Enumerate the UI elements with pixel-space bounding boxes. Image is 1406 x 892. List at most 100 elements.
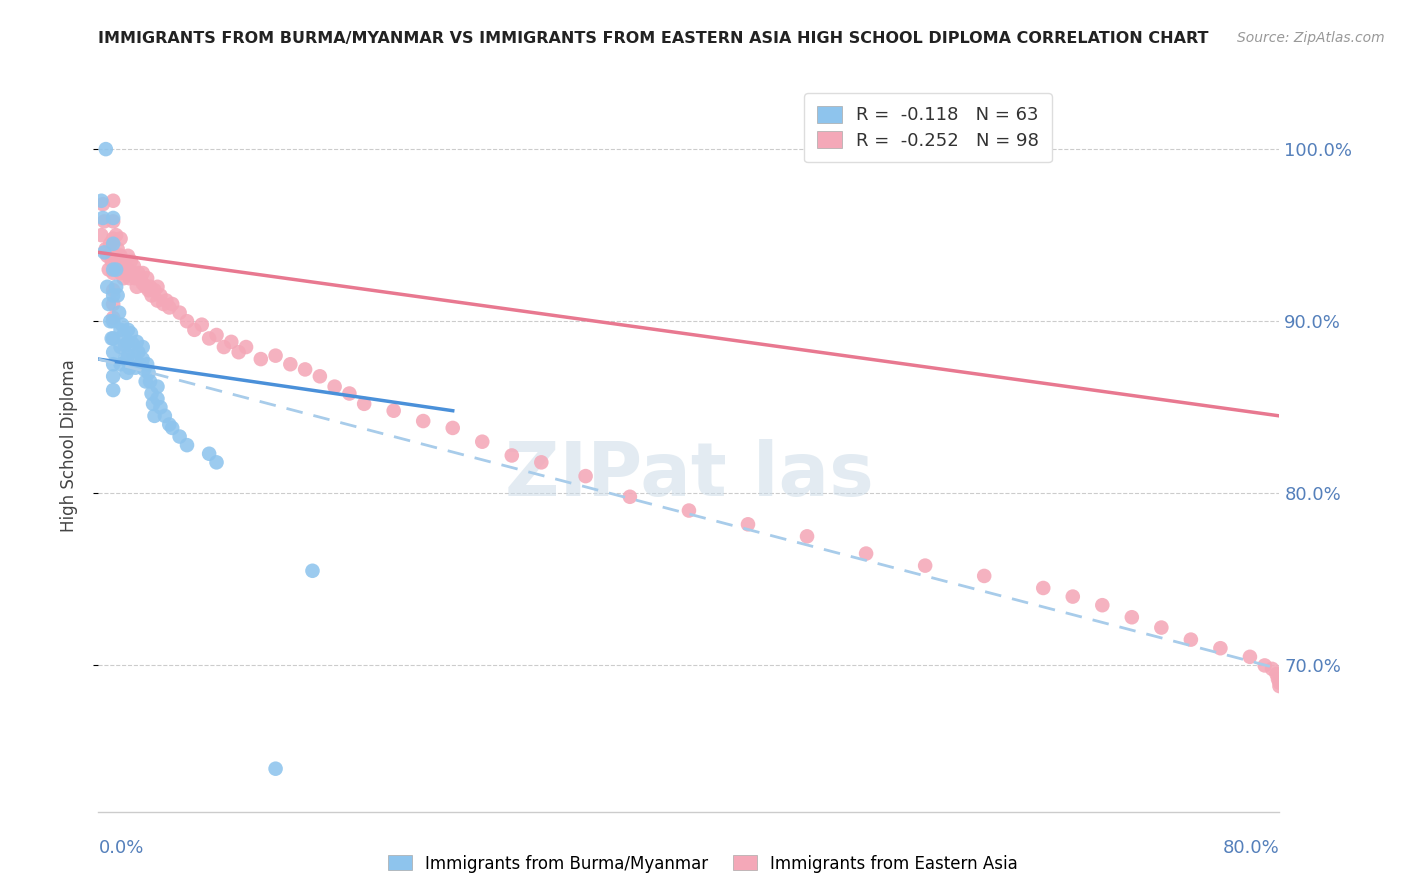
Point (1268, 679, 1291, 693)
Point (221, 334, 243, 349)
Point (501, 449, 523, 463)
Point (103, 288, 125, 302)
Point (93, 214, 115, 228)
Point (132, 266, 155, 280)
Point (157, 417, 180, 432)
Point (103, 232, 125, 246)
Point (169, 429, 191, 443)
Point (205, 455, 228, 469)
Legend: Immigrants from Burma/Myanmar, Immigrants from Eastern Asia: Immigrants from Burma/Myanmar, Immigrant… (382, 848, 1024, 880)
Point (198, 447, 221, 461)
Point (103, 297, 125, 311)
Point (103, 214, 125, 228)
Point (120, 326, 142, 341)
Point (103, 194, 125, 208)
Point (205, 328, 228, 343)
Point (412, 414, 434, 428)
Point (114, 352, 136, 367)
Point (162, 297, 183, 311)
Point (97, 262, 120, 277)
Point (124, 271, 146, 285)
Point (97, 297, 120, 311)
Point (108, 305, 131, 319)
Point (1121, 610, 1143, 624)
Point (183, 323, 205, 337)
Point (143, 283, 166, 297)
Point (90, 194, 112, 208)
Point (127, 345, 149, 359)
Point (124, 360, 146, 375)
Point (103, 211, 125, 225)
Point (141, 288, 163, 302)
Point (973, 569, 995, 583)
Point (114, 338, 136, 352)
Point (90, 228, 112, 243)
Point (135, 280, 157, 294)
Point (138, 283, 160, 297)
Point (108, 249, 131, 263)
Point (103, 345, 125, 359)
Point (280, 357, 302, 371)
Point (138, 366, 160, 380)
Point (103, 262, 125, 277)
Point (128, 357, 150, 371)
Point (176, 314, 198, 328)
Point (103, 314, 125, 328)
Point (125, 334, 148, 349)
Point (132, 277, 155, 291)
Point (96, 249, 118, 263)
Point (125, 280, 148, 294)
Point (143, 409, 166, 423)
Point (678, 503, 700, 517)
Point (114, 259, 136, 273)
Point (737, 517, 759, 532)
Point (152, 297, 174, 311)
Point (914, 558, 936, 573)
Point (103, 331, 125, 345)
Point (134, 362, 156, 376)
Point (141, 386, 163, 401)
Point (157, 301, 180, 315)
Point (146, 293, 169, 308)
Point (117, 323, 139, 337)
Point (264, 349, 287, 363)
Legend: R =  -0.118   N = 63, R =  -0.252   N = 98: R = -0.118 N = 63, R = -0.252 N = 98 (804, 93, 1052, 162)
Point (112, 328, 135, 343)
Point (105, 262, 128, 277)
Point (1268, 675, 1291, 690)
Point (142, 397, 165, 411)
Point (107, 288, 129, 302)
Point (212, 340, 235, 354)
Point (94, 142, 117, 156)
Point (96, 280, 118, 294)
Point (1261, 662, 1284, 676)
Point (162, 421, 183, 435)
Point (117, 349, 139, 363)
Point (855, 547, 877, 561)
Point (118, 360, 141, 375)
Point (110, 232, 132, 246)
Point (117, 334, 139, 349)
Point (153, 409, 176, 423)
Point (111, 259, 134, 273)
Point (136, 357, 159, 371)
Point (107, 242, 129, 256)
Point (139, 280, 162, 294)
Point (176, 438, 198, 452)
Point (100, 254, 122, 268)
Point (91, 197, 114, 211)
Point (149, 401, 172, 415)
Point (191, 318, 214, 332)
Point (110, 357, 132, 371)
Point (149, 288, 172, 302)
Point (1239, 649, 1261, 664)
Point (122, 349, 145, 363)
Point (1180, 632, 1202, 647)
Point (169, 305, 191, 319)
Point (796, 529, 818, 543)
Point (103, 369, 125, 384)
Point (1150, 621, 1173, 635)
Point (339, 386, 361, 401)
Point (575, 469, 598, 483)
Point (103, 383, 125, 397)
